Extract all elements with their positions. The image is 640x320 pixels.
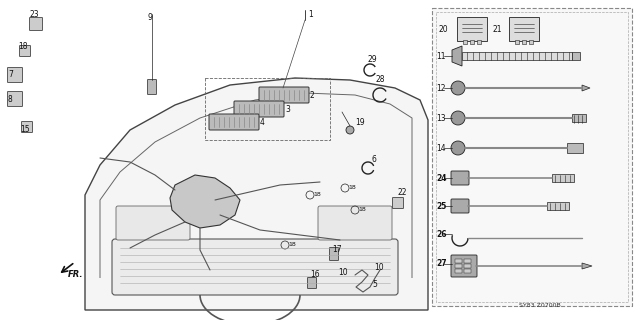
FancyBboxPatch shape [318,206,392,240]
Text: 1: 1 [308,10,313,19]
Bar [432,8,632,306]
Text: 11: 11 [436,52,445,60]
FancyBboxPatch shape [451,171,469,185]
Text: 29: 29 [368,55,378,64]
Text: 27: 27 [436,260,447,268]
Bar [455,259,462,263]
Text: 18: 18 [18,42,28,51]
FancyBboxPatch shape [259,87,309,103]
Text: 20: 20 [438,25,448,34]
Polygon shape [85,78,428,310]
Text: SY83 Z0700B: SY83 Z0700B [519,303,561,308]
Bar [470,40,474,44]
FancyBboxPatch shape [8,92,22,107]
Circle shape [451,141,465,155]
Polygon shape [582,263,592,269]
FancyBboxPatch shape [392,197,403,209]
Text: FR.: FR. [68,270,83,279]
Polygon shape [582,85,590,91]
Bar [552,174,574,182]
Bar [464,264,471,268]
Text: 26: 26 [436,229,447,238]
Text: 8: 8 [8,95,13,104]
Text: 18: 18 [358,207,365,212]
FancyBboxPatch shape [8,68,22,83]
FancyBboxPatch shape [29,18,42,30]
FancyBboxPatch shape [330,247,339,260]
FancyBboxPatch shape [147,79,157,94]
Text: 4: 4 [260,117,265,126]
Text: 3: 3 [285,105,290,114]
Bar [572,114,586,122]
Text: 10: 10 [374,263,383,272]
Circle shape [346,126,354,134]
Text: 16: 16 [310,270,319,279]
FancyBboxPatch shape [509,17,539,41]
FancyBboxPatch shape [112,239,398,295]
Text: 24: 24 [436,173,447,182]
FancyBboxPatch shape [457,17,487,41]
Circle shape [451,111,465,125]
Text: 18: 18 [348,185,356,190]
Text: 7: 7 [8,70,13,79]
FancyBboxPatch shape [307,277,317,289]
Bar [529,40,533,44]
Text: 10: 10 [339,268,348,277]
FancyBboxPatch shape [19,45,31,57]
FancyBboxPatch shape [116,206,190,240]
Text: 25: 25 [436,202,446,211]
FancyBboxPatch shape [209,114,259,130]
Bar [567,143,583,153]
Text: 17: 17 [332,245,342,254]
Text: 18: 18 [313,192,321,197]
Text: 22: 22 [398,188,408,197]
Text: 19: 19 [355,118,365,127]
Bar [463,40,467,44]
FancyBboxPatch shape [234,101,284,117]
Bar [464,259,471,263]
Text: 21: 21 [493,25,502,34]
Bar [462,52,572,60]
Bar [522,40,526,44]
FancyBboxPatch shape [451,199,469,213]
Text: 13: 13 [436,114,445,123]
Text: 2: 2 [310,91,315,100]
Bar [455,264,462,268]
Text: 14: 14 [436,143,445,153]
Bar [464,269,471,273]
Polygon shape [452,46,462,66]
Text: 9: 9 [148,13,153,22]
Bar [455,269,462,273]
Bar [547,202,569,210]
Polygon shape [170,175,240,228]
Text: 28: 28 [375,75,385,84]
Text: 15: 15 [20,125,29,134]
Text: 23: 23 [30,10,40,19]
FancyBboxPatch shape [22,122,33,132]
Text: 12: 12 [436,84,445,92]
FancyBboxPatch shape [451,255,477,277]
Circle shape [451,81,465,95]
Text: 5: 5 [372,280,377,289]
Bar [572,52,580,60]
Bar [477,40,481,44]
Text: 18: 18 [288,242,296,247]
Bar [436,12,628,302]
Text: 6: 6 [372,155,377,164]
Bar [515,40,519,44]
